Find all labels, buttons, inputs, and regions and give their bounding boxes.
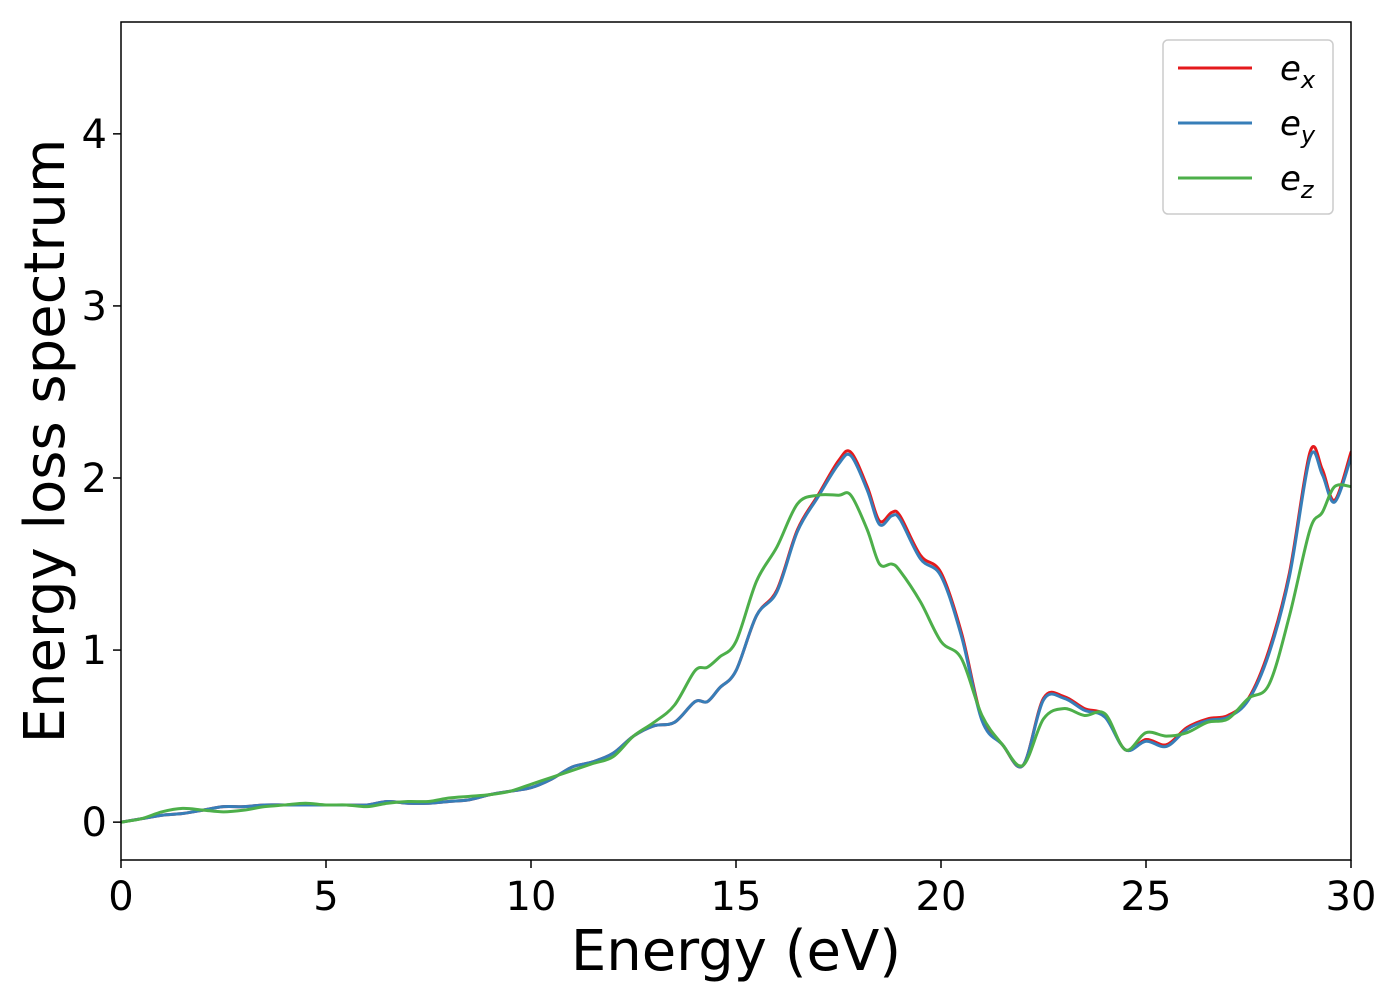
x-tick-label: 10: [506, 874, 557, 920]
legend-box: [1162, 39, 1334, 215]
y-axis-title: Energy loss spectrum: [13, 139, 78, 744]
y-axis: 0 1 2 3 4: [82, 112, 121, 846]
series-line-ey: [121, 450, 1351, 824]
series-line-ez: [121, 483, 1351, 824]
plot-lines: [121, 444, 1351, 824]
y-tick-label: 1: [82, 628, 107, 674]
y-tick-label: 3: [82, 284, 107, 330]
series-line-ex: [121, 444, 1351, 824]
legend: ex ey ez: [1162, 39, 1334, 215]
y-tick-label: 2: [82, 456, 107, 502]
legend-label-ey: ey: [1280, 104, 1316, 149]
x-tick-label: 25: [1121, 874, 1172, 920]
x-tick-label: 5: [313, 874, 338, 920]
x-axis: 0 5 10 15 20 25 30: [108, 860, 1376, 920]
legend-label-ex: ex: [1280, 49, 1316, 94]
x-tick-label: 15: [711, 874, 762, 920]
legend-label-ez: ez: [1280, 159, 1315, 204]
x-tick-label: 30: [1326, 874, 1377, 920]
y-tick-label: 4: [82, 112, 107, 158]
y-tick-label: 0: [82, 800, 107, 846]
x-tick-label: 20: [916, 874, 967, 920]
x-axis-title: Energy (eV): [571, 919, 901, 984]
x-tick-label: 0: [108, 874, 133, 920]
